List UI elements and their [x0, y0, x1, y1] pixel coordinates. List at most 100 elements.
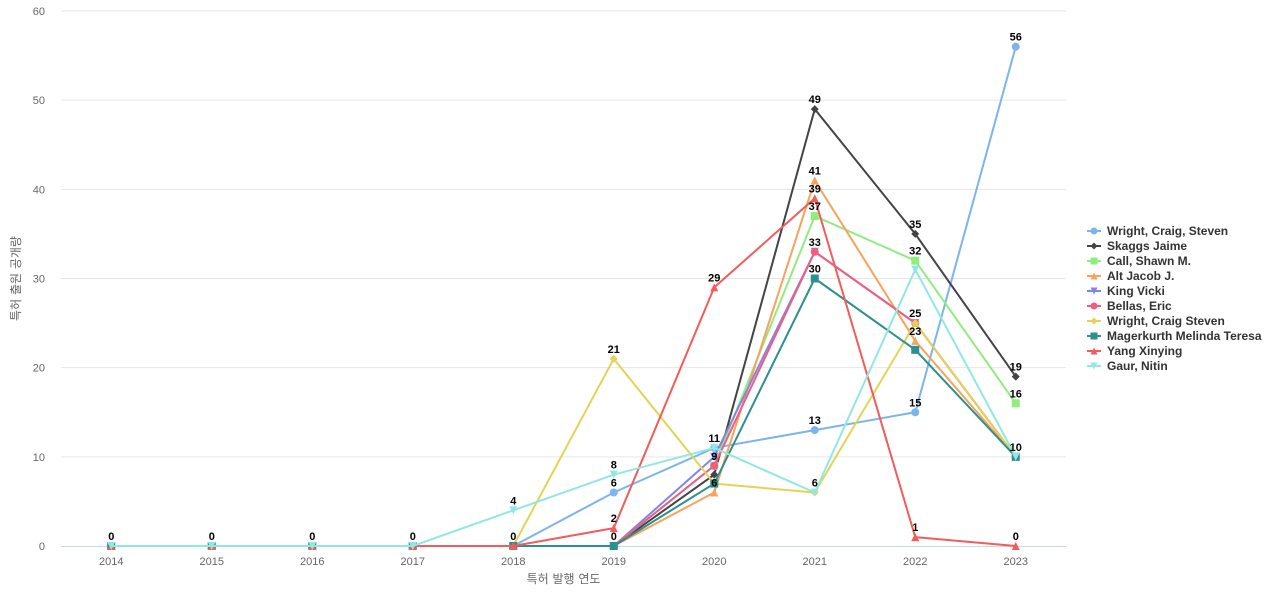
data-point — [911, 336, 920, 345]
data-label: 32 — [909, 246, 921, 258]
y-tick-label: 10 — [33, 452, 45, 464]
y-tick-label: 40 — [33, 184, 45, 196]
data-label: 8 — [611, 460, 617, 472]
data-label: 16 — [1010, 388, 1022, 400]
data-label: 0 — [510, 531, 516, 543]
legend-label: Wright, Craig, Steven — [1107, 224, 1228, 238]
series-wright-craig-steven — [107, 42, 1020, 550]
x-tick-label: 2015 — [200, 556, 224, 568]
series-line — [111, 46, 1017, 547]
data-label: 0 — [209, 531, 215, 543]
x-tick-label: 2018 — [501, 556, 525, 568]
legend-marker-icon — [1090, 317, 1098, 325]
series-line — [111, 179, 1017, 547]
data-label: 0 — [309, 531, 315, 543]
series-gaur-nitin — [107, 265, 1020, 550]
legend-marker-icon — [1090, 242, 1098, 250]
data-label: 6 — [611, 478, 617, 490]
data-point — [810, 194, 819, 203]
data-label: 23 — [909, 326, 921, 338]
legend-item: Magerkurth Melinda Teresa — [1087, 329, 1262, 343]
series-line — [111, 250, 1017, 547]
data-point — [609, 488, 618, 497]
data-label: 49 — [809, 94, 821, 106]
data-point — [1011, 42, 1020, 51]
data-label: 1 — [912, 522, 918, 534]
data-label: 4 — [510, 495, 517, 507]
legend-item: Wright, Craig Steven — [1087, 314, 1225, 328]
data-label: 25 — [909, 308, 921, 320]
data-label: 41 — [809, 165, 821, 177]
data-point — [710, 461, 719, 470]
data-label: 6 — [711, 478, 717, 490]
data-point — [1011, 372, 1020, 381]
legend-marker-icon — [1090, 347, 1098, 355]
data-point — [911, 408, 920, 417]
data-label: 33 — [809, 237, 821, 249]
legend-marker-icon — [1090, 332, 1098, 340]
legend-label: Call, Shawn M. — [1107, 254, 1191, 268]
y-tick-label: 20 — [33, 363, 45, 375]
y-axis-ticks: 0 10 20 30 40 50 60 — [33, 6, 45, 553]
data-label: 0 — [611, 531, 617, 543]
data-point — [911, 229, 920, 238]
data-point — [1011, 399, 1020, 408]
legend-marker-icon — [1090, 227, 1098, 235]
x-axis-ticks: 2014 2015 2016 2017 2018 2019 2020 2021 2022 2023 — [99, 556, 1028, 568]
legend-marker-icon — [1090, 302, 1098, 310]
x-tick-label: 2022 — [903, 556, 927, 568]
legend-label: Bellas, Eric — [1107, 299, 1172, 313]
series-yang-xinying — [107, 194, 1020, 550]
data-point — [710, 479, 719, 488]
data-point — [408, 542, 417, 550]
data-point — [810, 488, 819, 497]
x-tick-label: 2014 — [99, 556, 123, 568]
series-line — [111, 322, 1017, 547]
x-axis-title: 특허 발행 연도 — [527, 571, 601, 586]
data-label: 30 — [809, 264, 821, 276]
data-label: 21 — [608, 344, 620, 356]
data-label: 56 — [1010, 32, 1022, 44]
data-point — [710, 443, 719, 452]
legend-item: Skaggs Jaime — [1087, 239, 1187, 253]
y-tick-label: 60 — [33, 6, 45, 18]
legend-marker-icon — [1090, 287, 1098, 295]
series-king-vicki — [107, 247, 1020, 550]
legend-item: Bellas, Eric — [1087, 299, 1172, 313]
legend-item: Alt Jacob J. — [1087, 269, 1174, 283]
x-tick-label: 2016 — [300, 556, 324, 568]
data-point — [810, 426, 819, 435]
y-axis-title: 특허 출원 공개량 — [9, 236, 23, 321]
legend-item: Gaur, Nitin — [1087, 359, 1168, 373]
grid-lines — [61, 10, 1066, 458]
data-label: 0 — [1013, 531, 1019, 543]
legend-label: Skaggs Jaime — [1107, 239, 1187, 253]
y-tick-label: 50 — [33, 95, 45, 107]
series-call-shawn-m — [107, 212, 1020, 550]
y-tick-label: 0 — [39, 541, 45, 553]
series-line — [111, 268, 1017, 547]
legend-marker-icon — [1090, 257, 1098, 265]
data-label: 37 — [809, 201, 821, 213]
data-point — [207, 542, 216, 550]
legend-label: Yang Xinying — [1107, 344, 1182, 358]
x-tick-label: 2021 — [803, 556, 827, 568]
x-tick-label: 2023 — [1004, 556, 1028, 568]
x-tick-label: 2019 — [602, 556, 626, 568]
data-point — [1011, 452, 1020, 461]
data-point — [810, 274, 819, 283]
series-wright-craig-steven — [107, 319, 1020, 550]
legend-label: Wright, Craig Steven — [1107, 314, 1225, 328]
legend-item: Call, Shawn M. — [1087, 254, 1191, 268]
legend-marker-icon — [1090, 362, 1098, 370]
data-label: 2 — [611, 513, 617, 525]
data-label: 10 — [1010, 442, 1022, 454]
series-line — [111, 197, 1016, 547]
x-tick-label: 2020 — [702, 556, 726, 568]
x-tick-label: 2017 — [401, 556, 425, 568]
legend-marker-icon — [1090, 272, 1098, 280]
data-point — [810, 212, 819, 221]
data-label: 9 — [711, 451, 717, 463]
